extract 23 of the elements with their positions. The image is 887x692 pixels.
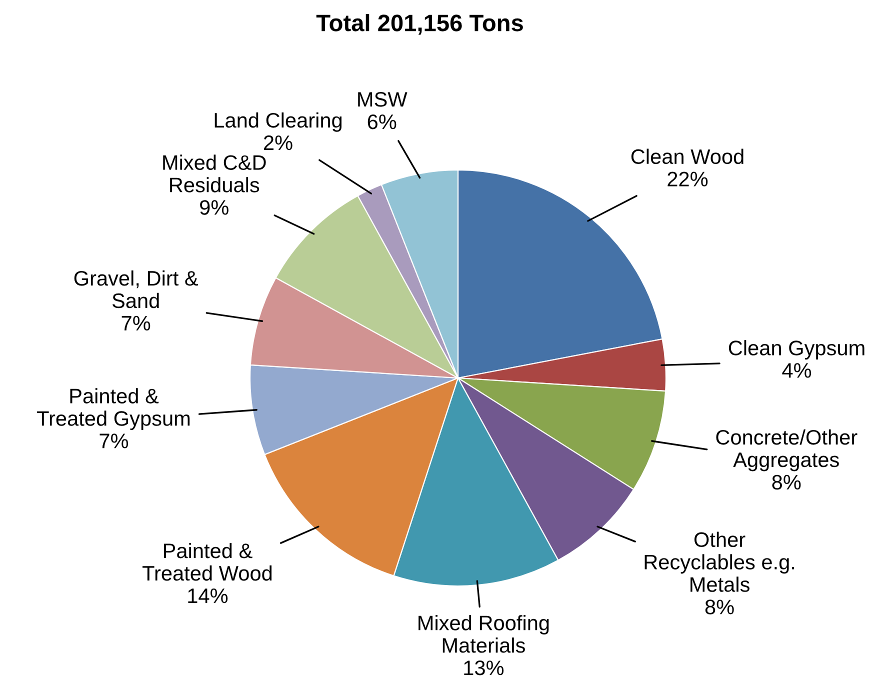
- data-label: 14%: [188, 588, 228, 604]
- slice-label: Painted & Treated Wood: [142, 542, 272, 581]
- chart-title: Total 201,156 Tons: [316, 14, 523, 35]
- data-label: 13%: [464, 660, 504, 676]
- slice-label: Concrete/Other Aggregates: [716, 429, 858, 472]
- slice-label: Clean Wood: [631, 148, 744, 164]
- slice-label: Gravel, Dirt & Sand: [74, 270, 198, 308]
- slice-label: MSW: [358, 92, 408, 107]
- data-label: 6%: [368, 114, 396, 130]
- data-label: 8%: [705, 600, 734, 614]
- data-label: 22%: [668, 172, 708, 186]
- data-label: 7%: [122, 316, 150, 331]
- data-label: 8%: [772, 474, 801, 490]
- slice-label: Other Recyclables e.g. Metals: [644, 532, 794, 592]
- data-label: 2%: [264, 135, 292, 150]
- data-label: 9%: [200, 200, 228, 215]
- slice-label: Painted & Treated Gypsum: [37, 388, 190, 430]
- data-label: 7%: [100, 434, 128, 448]
- slice-label: Mixed C&D Residuals: [163, 154, 266, 192]
- data-label: 4%: [782, 363, 812, 378]
- slice-label: Clean Gypsum: [728, 340, 864, 360]
- slice-label: Mixed Roofing Materials: [418, 615, 549, 653]
- slice-label: Land Clearing: [214, 112, 342, 132]
